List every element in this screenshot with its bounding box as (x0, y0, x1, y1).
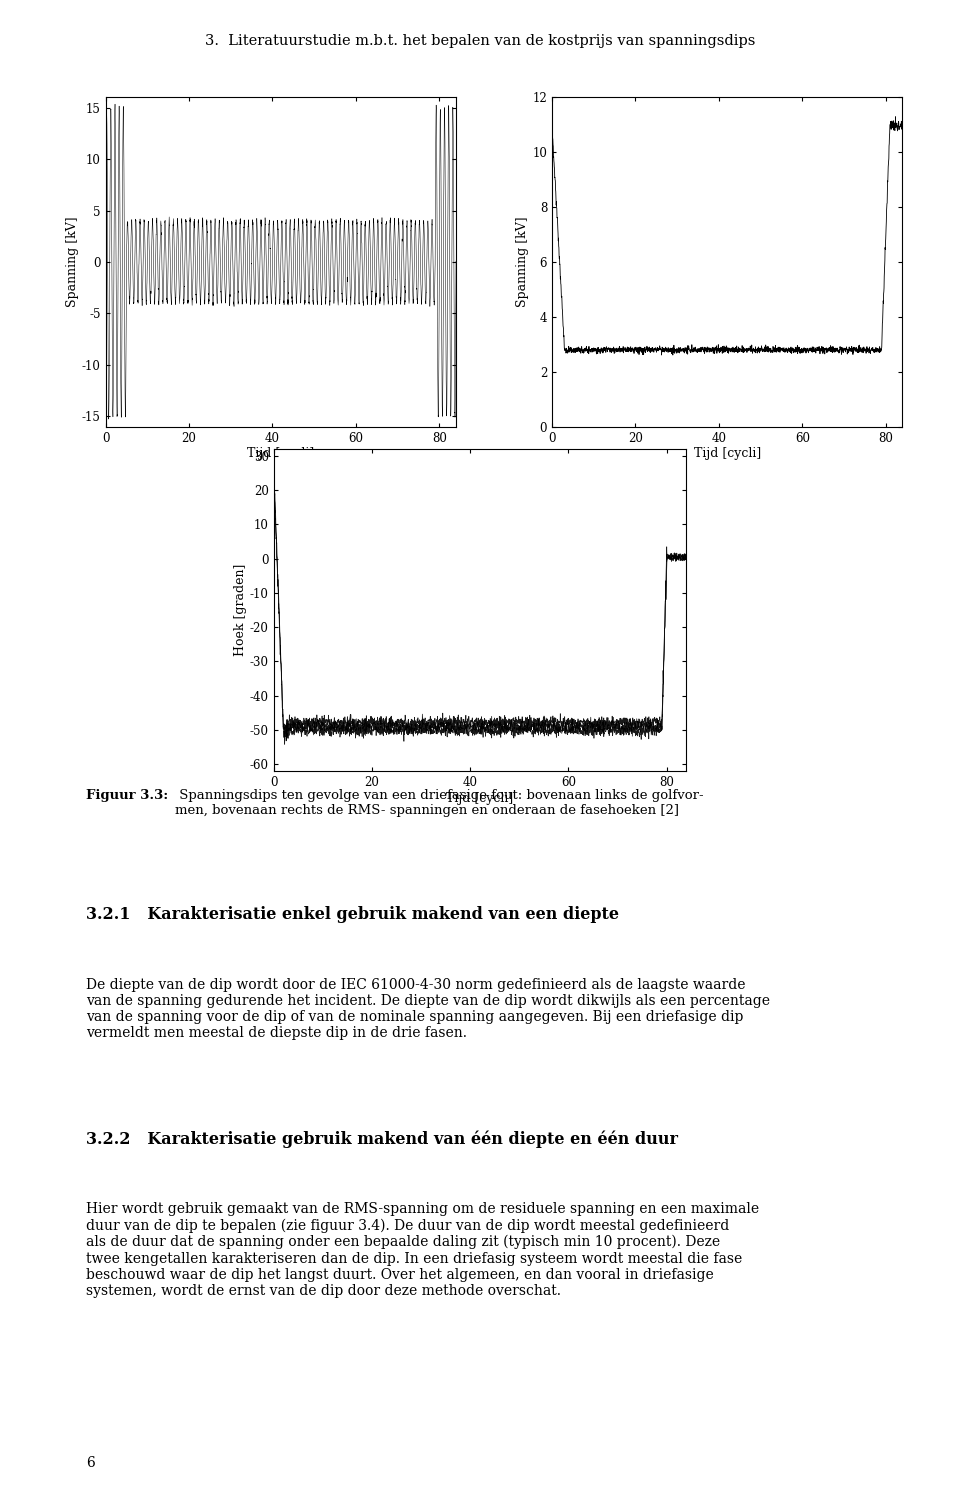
Y-axis label: Hoek [graden]: Hoek [graden] (234, 564, 247, 656)
Text: Figuur 3.3:: Figuur 3.3: (86, 789, 169, 802)
Text: 6: 6 (86, 1457, 95, 1470)
Text: 3.  Literatuurstudie m.b.t. het bepalen van de kostprijs van spanningsdips: 3. Literatuurstudie m.b.t. het bepalen v… (204, 34, 756, 48)
Text: De diepte van de dip wordt door de IEC 61000-4-30 norm gedefinieerd als de laags: De diepte van de dip wordt door de IEC 6… (86, 978, 770, 1040)
Text: Hier wordt gebruik gemaakt van de RMS-spanning om de residuele spanning en een m: Hier wordt gebruik gemaakt van de RMS-sp… (86, 1202, 759, 1298)
Text: Spanningsdips ten gevolge van een driefasige fout: bovenaan links de golfvor-
me: Spanningsdips ten gevolge van een driefa… (175, 789, 704, 817)
X-axis label: Tijd [cycli]: Tijd [cycli] (693, 448, 761, 460)
Text: 3.2.2   Karakterisatie gebruik makend van één diepte en één duur: 3.2.2 Karakterisatie gebruik makend van … (86, 1130, 679, 1148)
X-axis label: Tijd [cycli]: Tijd [cycli] (446, 792, 514, 804)
Y-axis label: Spanning [kV]: Spanning [kV] (66, 217, 79, 307)
X-axis label: Tijd [cycli]: Tijd [cycli] (247, 448, 315, 460)
Text: 3.2.1   Karakterisatie enkel gebruik makend van een diepte: 3.2.1 Karakterisatie enkel gebruik maken… (86, 906, 619, 922)
Y-axis label: Spanning [kV]: Spanning [kV] (516, 217, 530, 307)
